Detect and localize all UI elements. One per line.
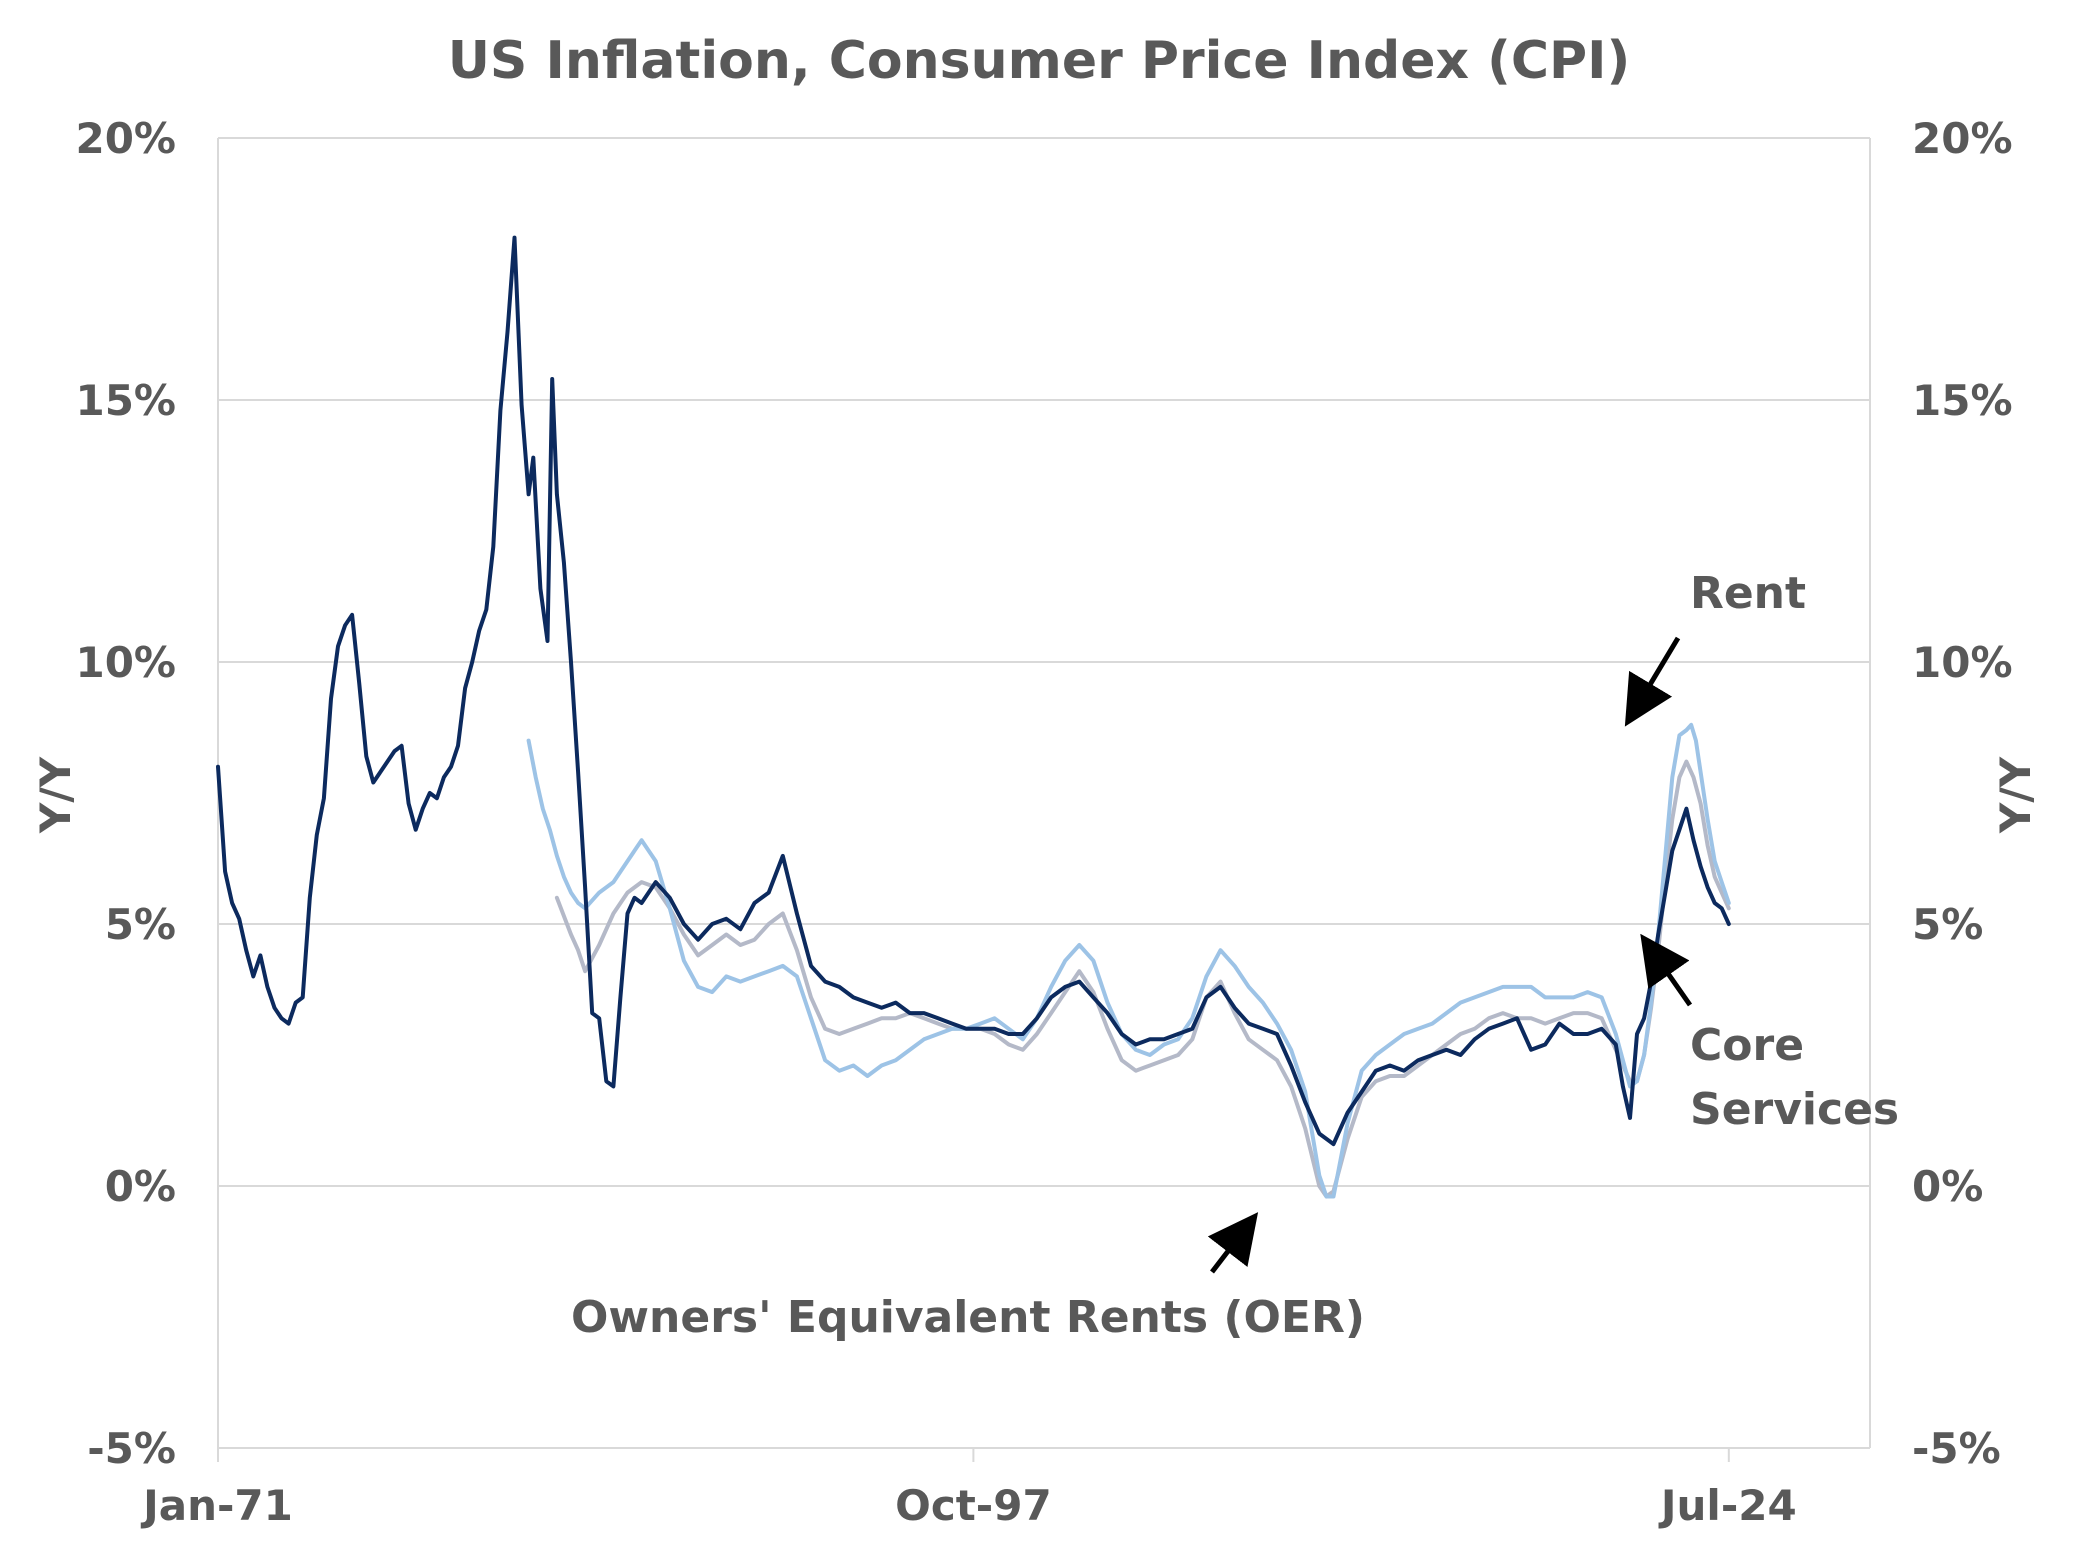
x-tick-2: Jul-24 — [1658, 1481, 1797, 1530]
y-tick-right-3: 10% — [1912, 638, 2013, 687]
y-tick-right-4: 15% — [1912, 376, 2013, 425]
y-tick-left-5: 20% — [75, 114, 176, 163]
annotation-core-services-line1: Core — [1690, 1020, 1804, 1071]
annotation-oer: Owners' Equivalent Rents (OER) — [571, 1292, 1365, 1343]
x-tick-1: Oct-97 — [895, 1481, 1052, 1530]
y-tick-left-0: -5% — [87, 1424, 176, 1473]
series-line-1 — [216, 235, 1731, 1147]
y-tick-right-0: -5% — [1912, 1424, 2001, 1473]
y-axis-label-right: Y/Y — [1991, 756, 2040, 834]
x-tick-0: Jan-71 — [140, 1481, 293, 1530]
y-tick-right-1: 0% — [1912, 1162, 1983, 1211]
arrow-oer — [1207, 1212, 1259, 1274]
chart-title: US Inflation, Consumer Price Index (CPI) — [448, 31, 1631, 91]
series-line-0 — [526, 722, 1731, 1199]
arrow-rent — [1624, 636, 1681, 727]
annotation-rent: Rent — [1690, 568, 1806, 619]
axis-layer: -5% -5% 0% 0% 5% 5% 10% 10% 15% 15% 20% 20% Jan-71 Oc… — [75, 114, 2012, 1530]
y-tick-left-4: 15% — [75, 376, 176, 425]
annotation-layer: Rent Core Services Owners' Equivalent Rents… — [571, 568, 1899, 1343]
annotation-core-services-line2: Services — [1690, 1084, 1899, 1135]
series-layer — [216, 235, 1731, 1199]
grid-layer — [218, 137, 1870, 1449]
arrow-core-services — [1640, 933, 1693, 1007]
y-tick-right-2: 5% — [1912, 900, 1983, 949]
y-tick-left-3: 10% — [75, 638, 176, 687]
y-tick-right-5: 20% — [1912, 114, 2013, 163]
y-tick-left-2: 5% — [105, 900, 176, 949]
y-tick-left-1: 0% — [105, 1162, 176, 1211]
y-axis-label-left: Y/Y — [31, 756, 80, 834]
